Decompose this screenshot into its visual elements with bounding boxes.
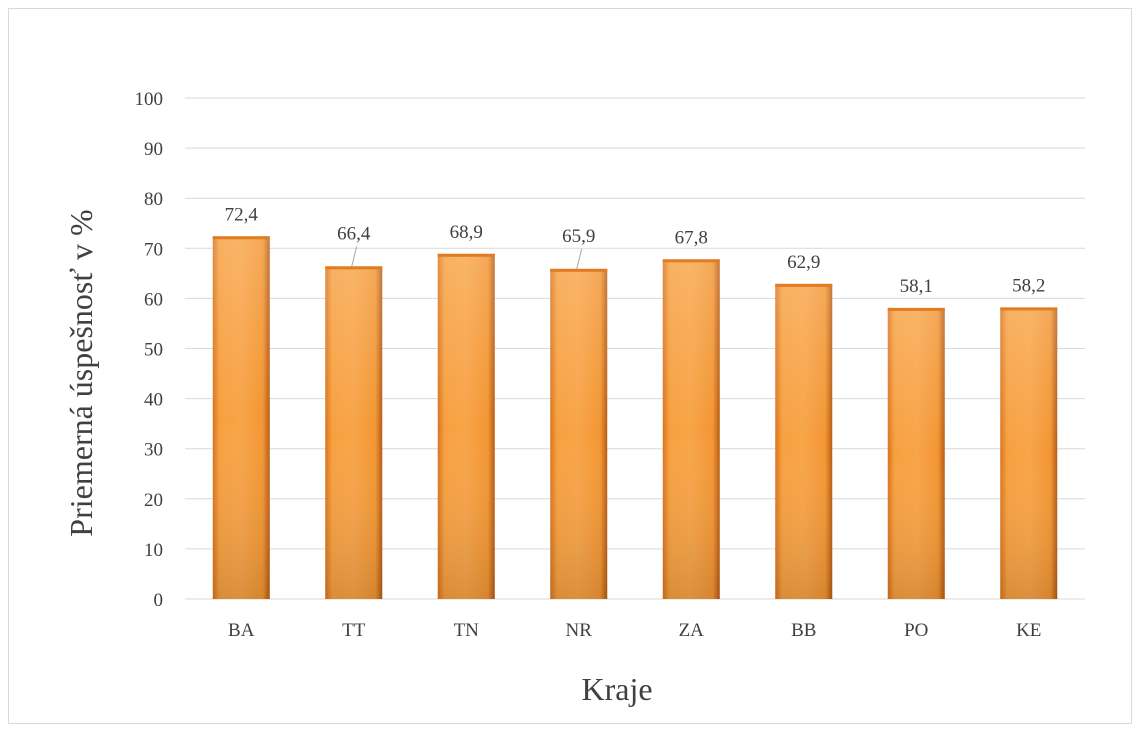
bar-shading — [887, 307, 945, 599]
gridlines — [185, 97, 1085, 600]
data-label: 66,4 — [337, 223, 371, 244]
data-label: 68,9 — [450, 222, 483, 243]
y-tick-label: 0 — [154, 590, 164, 611]
bar-shading — [212, 236, 270, 599]
bars — [212, 236, 1058, 599]
bar-po — [887, 307, 945, 599]
y-tick-labels: 0 10 20 30 40 50 60 70 80 90 100 — [135, 89, 164, 611]
bar-shading — [550, 268, 608, 599]
x-category-label: NR — [566, 620, 593, 641]
data-label-leader — [576, 248, 583, 269]
bar-top-edge — [437, 253, 495, 257]
bar-tn — [437, 253, 495, 599]
y-tick-label: 80 — [144, 189, 163, 210]
x-category-label: ZA — [679, 620, 705, 641]
bar-nr — [550, 268, 608, 599]
data-label: 58,2 — [1012, 275, 1045, 296]
x-category-label: BA — [228, 620, 255, 641]
x-category-label: TT — [342, 620, 366, 641]
y-tick-label: 100 — [135, 89, 164, 110]
bar-shading — [1000, 307, 1058, 599]
bar-za — [662, 259, 720, 599]
x-category-label: TN — [454, 620, 480, 641]
x-category-label: BB — [791, 620, 816, 641]
bar-top-edge — [662, 259, 720, 263]
x-category-label: KE — [1016, 620, 1041, 641]
bar-tt — [325, 266, 383, 599]
data-labels: 72,4 66,4 68,9 65,9 67,8 62,9 58,1 58,2 — [225, 204, 1046, 297]
y-axis-title: Priemerná úspešnosť v % — [63, 209, 99, 536]
bar-bb — [775, 283, 833, 599]
bar-top-edge — [775, 283, 833, 287]
y-tick-label: 20 — [144, 490, 163, 511]
y-tick-label: 40 — [144, 390, 163, 411]
y-tick-label: 60 — [144, 289, 163, 310]
y-tick-label: 10 — [144, 540, 163, 561]
bar-top-edge — [1000, 307, 1058, 311]
x-axis-title: Kraje — [581, 671, 652, 707]
bar-shading — [775, 283, 833, 599]
data-label: 58,1 — [900, 276, 933, 297]
data-label: 72,4 — [225, 204, 259, 225]
bar-shading — [662, 259, 720, 599]
data-label: 65,9 — [562, 226, 595, 247]
x-category-labels: BA TT TN NR ZA BB PO KE — [228, 620, 1041, 641]
bar-ba — [212, 236, 270, 599]
data-label: 67,8 — [675, 227, 708, 248]
x-category-label: PO — [904, 620, 928, 641]
bar-top-edge — [550, 268, 608, 272]
bar-top-edge — [887, 307, 945, 311]
y-tick-label: 30 — [144, 440, 163, 461]
y-tick-label: 70 — [144, 239, 163, 260]
bar-ke — [1000, 307, 1058, 599]
bar-shading — [325, 266, 383, 599]
bar-top-edge — [325, 266, 383, 270]
data-label: 62,9 — [787, 252, 820, 273]
y-tick-label: 90 — [144, 139, 163, 160]
bar-shading — [437, 253, 495, 599]
y-tick-label: 50 — [144, 340, 163, 361]
data-label-leader — [351, 246, 358, 267]
bar-top-edge — [212, 236, 270, 240]
